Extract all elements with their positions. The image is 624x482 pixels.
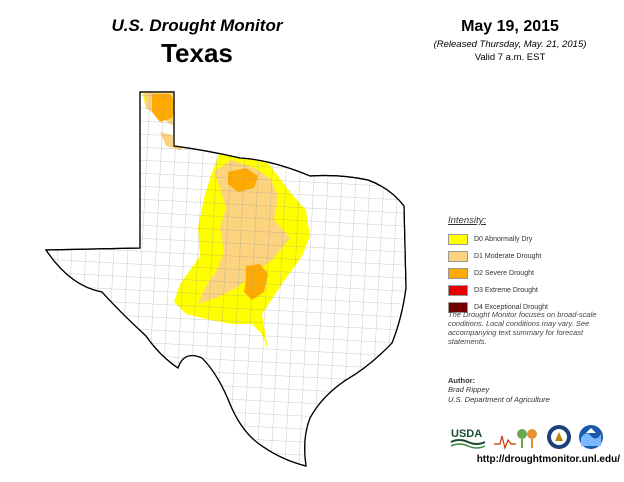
noaa-logo[interactable] <box>578 424 604 450</box>
valid-time: Valid 7 a.m. EST <box>474 52 546 63</box>
legend-item-d4: D4 Exceptional Drought <box>448 300 618 315</box>
legend-label-d0: D0 Abnormally Dry <box>474 236 533 243</box>
author-label: Author: <box>448 376 476 385</box>
partner-logos: USDA <box>450 422 615 452</box>
doc-seal-logo[interactable] <box>546 424 572 450</box>
legend-item-d0: D0 Abnormally Dry <box>448 232 618 247</box>
legend-swatch-d3 <box>448 285 468 296</box>
county-lines <box>46 92 406 466</box>
release-date: (Released Thursday, May. 21, 2015) <box>433 39 587 50</box>
texas-border <box>44 91 407 467</box>
disclaimer-note: The Drought Monitor focuses on broad-sca… <box>448 310 597 347</box>
legend-swatch-d2 <box>448 268 468 279</box>
legend: Intensity: D0 Abnormally Dry D1 Moderate… <box>448 215 618 317</box>
state-name: Texas <box>161 38 233 68</box>
legend-item-d1: D1 Moderate Drought <box>448 249 618 264</box>
legend-item-d3: D3 Extreme Drought <box>448 283 618 298</box>
texas-drought-map[interactable] <box>10 88 430 473</box>
usda-logo[interactable]: USDA <box>450 424 486 450</box>
website-link[interactable]: http://droughtmonitor.unl.edu/ <box>476 454 620 465</box>
legend-title: Intensity: <box>448 215 487 226</box>
author-block: Author: Brad Rippey U.S. Department of A… <box>448 376 608 404</box>
ndmc-logo[interactable] <box>492 424 540 450</box>
map-title: U.S. Drought Monitor <box>111 16 283 35</box>
legend-swatch-d1 <box>448 251 468 262</box>
legend-label-d3: D3 Extreme Drought <box>474 287 538 294</box>
legend-label-d1: D1 Moderate Drought <box>474 253 542 260</box>
map-date: May 19, 2015 <box>461 18 559 35</box>
usda-logo-text: USDA <box>451 428 482 440</box>
legend-item-d2: D2 Severe Drought <box>448 266 618 281</box>
legend-swatch-d0 <box>448 234 468 245</box>
author-org: U.S. Department of Agriculture <box>448 394 550 404</box>
author-name: Brad Rippey <box>448 385 490 395</box>
legend-swatch-d4 <box>448 302 468 313</box>
date-block: May 19, 2015 (Released Thursday, May. 21… <box>410 18 610 63</box>
legend-label-d2: D2 Severe Drought <box>474 270 534 277</box>
legend-label-d4: D4 Exceptional Drought <box>474 304 548 311</box>
